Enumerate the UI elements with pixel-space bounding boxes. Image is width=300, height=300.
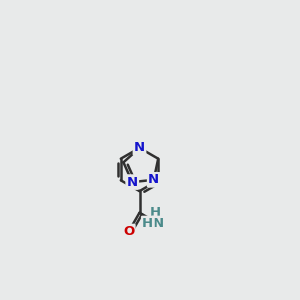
Text: H: H	[142, 217, 153, 230]
Text: N: N	[127, 176, 138, 189]
Text: N: N	[148, 173, 159, 186]
Text: N: N	[153, 217, 164, 230]
Text: O: O	[123, 225, 134, 238]
Text: H: H	[150, 206, 161, 220]
Text: N: N	[134, 141, 145, 154]
